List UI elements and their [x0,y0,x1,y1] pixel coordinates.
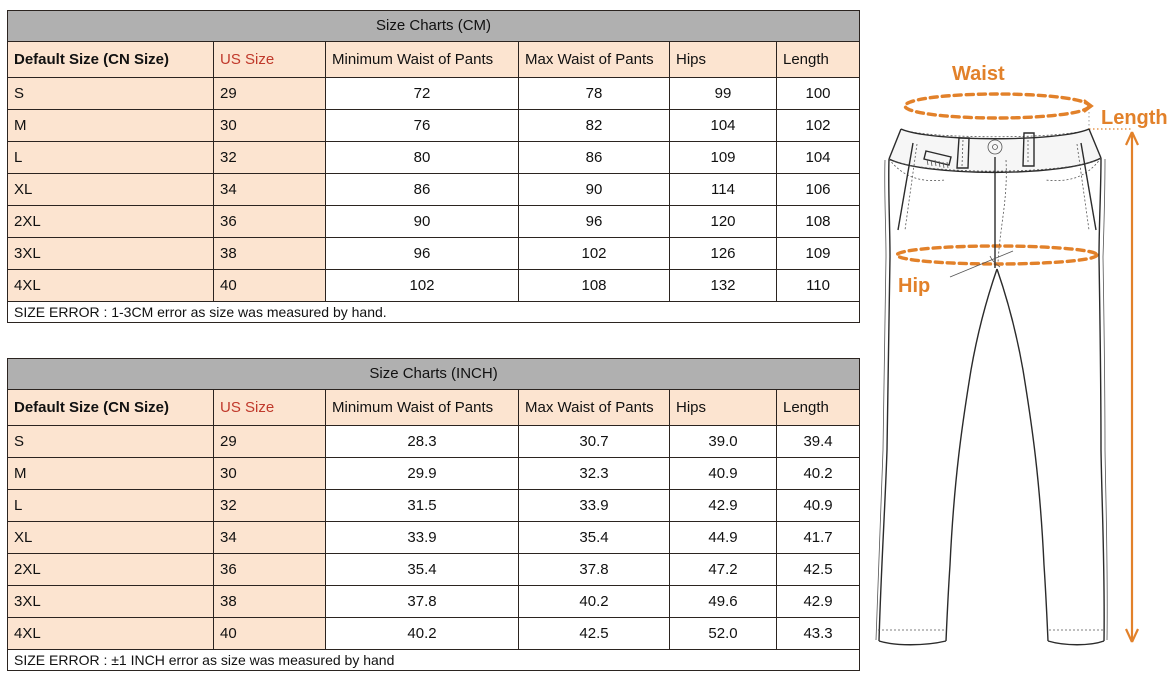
svg-text:Length: Length [1101,107,1168,129]
svg-text:Hip: Hip [898,275,930,297]
svg-text:Waist: Waist [952,63,1005,85]
